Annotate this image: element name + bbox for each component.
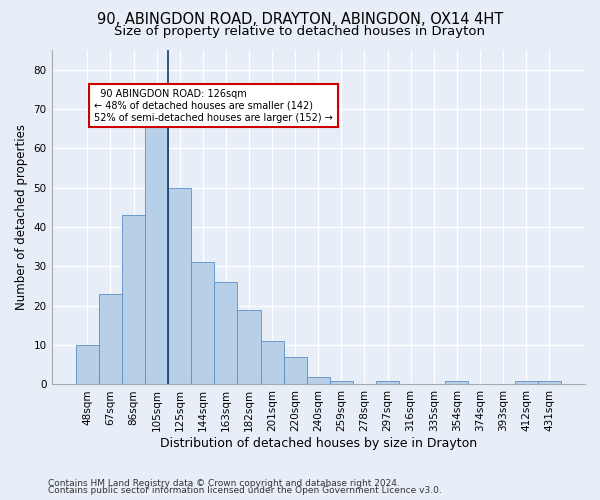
Y-axis label: Number of detached properties: Number of detached properties [15, 124, 28, 310]
Bar [99, 294, 122, 384]
Bar [330, 380, 353, 384]
Bar [515, 380, 538, 384]
Bar [538, 380, 561, 384]
Bar [238, 310, 260, 384]
Bar [376, 380, 399, 384]
Bar [168, 188, 191, 384]
Bar [445, 380, 469, 384]
Bar [122, 216, 145, 384]
Text: 90, ABINGDON ROAD, DRAYTON, ABINGDON, OX14 4HT: 90, ABINGDON ROAD, DRAYTON, ABINGDON, OX… [97, 12, 503, 28]
Bar [191, 262, 214, 384]
Text: Contains HM Land Registry data © Crown copyright and database right 2024.: Contains HM Land Registry data © Crown c… [48, 478, 400, 488]
Bar [145, 125, 168, 384]
Bar [284, 357, 307, 384]
Bar [214, 282, 238, 384]
X-axis label: Distribution of detached houses by size in Drayton: Distribution of detached houses by size … [160, 437, 477, 450]
Text: 90 ABINGDON ROAD: 126sqm
← 48% of detached houses are smaller (142)
52% of semi-: 90 ABINGDON ROAD: 126sqm ← 48% of detach… [94, 90, 332, 122]
Text: Contains public sector information licensed under the Open Government Licence v3: Contains public sector information licen… [48, 486, 442, 495]
Bar [260, 341, 284, 384]
Bar [76, 345, 99, 385]
Text: Size of property relative to detached houses in Drayton: Size of property relative to detached ho… [115, 25, 485, 38]
Bar [307, 376, 330, 384]
